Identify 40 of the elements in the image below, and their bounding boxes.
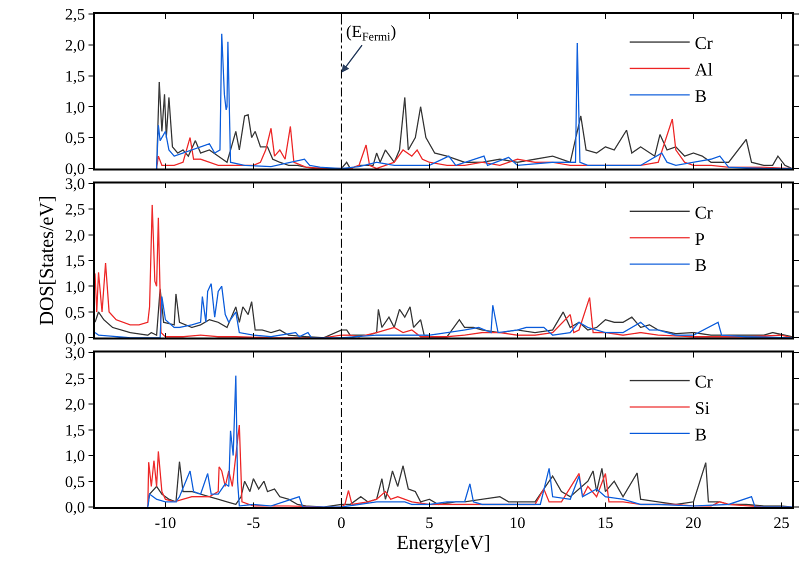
y-tick-label: 2,0 bbox=[65, 396, 86, 414]
y-tick-label: 3,0 bbox=[65, 176, 86, 193]
y-axis-title: DOS[States/eV] bbox=[36, 196, 58, 326]
y-tick-label: 1,0 bbox=[65, 448, 86, 466]
y-tick-label: 2,0 bbox=[65, 227, 86, 244]
y-tick-label: 1,5 bbox=[65, 253, 86, 270]
legend-label: Cr bbox=[694, 33, 713, 54]
legend-label: B bbox=[694, 255, 707, 276]
legend-label: Cr bbox=[694, 372, 713, 392]
legend-label: B bbox=[694, 86, 707, 106]
y-tick-label: 1,0 bbox=[65, 278, 86, 296]
y-tick-label: 0,0 bbox=[65, 500, 86, 517]
y-tick-label: 1,5 bbox=[65, 422, 86, 440]
x-tick-label: -5 bbox=[246, 514, 260, 532]
legend-label: B bbox=[694, 424, 707, 444]
x-tick-label: 15 bbox=[597, 514, 614, 532]
y-tick-label: 1,0 bbox=[65, 99, 86, 116]
y-tick-label: 2,5 bbox=[65, 6, 86, 24]
x-tick-label: 25 bbox=[773, 514, 790, 532]
y-tick-label: 3,0 bbox=[65, 345, 86, 362]
y-tick-label: 2,0 bbox=[65, 37, 86, 54]
legend-label: P bbox=[694, 228, 705, 249]
y-tick-label: 0,5 bbox=[65, 304, 86, 322]
x-tick-label: -10 bbox=[154, 514, 176, 532]
x-tick-label: 10 bbox=[509, 514, 526, 532]
y-tick-label: 0,5 bbox=[65, 130, 86, 148]
x-tick-label: 0 bbox=[337, 514, 346, 532]
legend-label: Cr bbox=[694, 202, 713, 222]
y-tick-label: 0,0 bbox=[65, 161, 86, 178]
annotation: (E$_{Fermi}$) bbox=[346, 22, 396, 44]
x-tick-label: 5 bbox=[425, 514, 434, 532]
y-tick-label: 2,5 bbox=[65, 370, 86, 388]
y-tick-label: 1,5 bbox=[65, 68, 86, 86]
x-axis-title: Energy[eV] bbox=[396, 532, 491, 554]
legend-label: Al bbox=[694, 59, 713, 80]
y-tick-label: 0,0 bbox=[65, 330, 86, 348]
y-tick-label: 2,5 bbox=[65, 202, 86, 219]
x-tick-label: 20 bbox=[685, 514, 702, 532]
y-tick-label: 0,5 bbox=[65, 474, 86, 491]
legend-label: Si bbox=[694, 398, 710, 418]
